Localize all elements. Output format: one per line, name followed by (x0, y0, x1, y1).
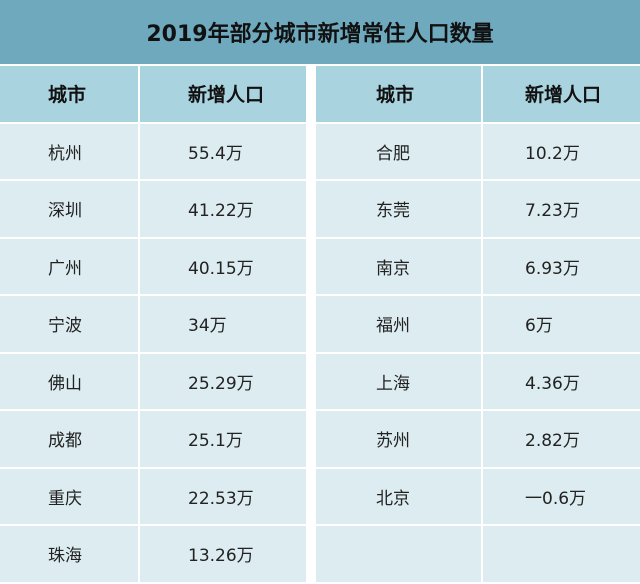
table-row: 广州 40.15万 (0, 238, 306, 296)
added-cell: 6.93万 (483, 238, 640, 296)
added-cell: 34万 (140, 296, 306, 354)
table-row: 珠海 13.26万 (0, 526, 306, 584)
added-cell: 40.15万 (140, 238, 306, 296)
city-cell: 北京 (316, 468, 483, 526)
added-cell: 4.36万 (483, 353, 640, 411)
header-city: 城市 (0, 66, 140, 124)
added-cell: 10.2万 (483, 123, 640, 181)
added-cell: 一0.6万 (483, 468, 640, 526)
table-row: 佛山 25.29万 (0, 353, 306, 411)
table-row: 成都 25.1万 (0, 411, 306, 469)
table-row: 东莞 7.23万 (316, 181, 640, 239)
added-cell: 55.4万 (140, 123, 306, 181)
city-cell: 深圳 (0, 181, 140, 239)
table-row: 南京 6.93万 (316, 238, 640, 296)
added-cell: 25.29万 (140, 353, 306, 411)
added-cell: 22.53万 (140, 468, 306, 526)
table-row: 福州 6万 (316, 296, 640, 354)
added-cell: 7.23万 (483, 181, 640, 239)
added-cell: 41.22万 (140, 181, 306, 239)
city-cell: 合肥 (316, 123, 483, 181)
right-table: 城市 新增人口 合肥 10.2万 东莞 7.23万 南京 6.93万 福州 6万… (316, 66, 640, 584)
header-added: 新增人口 (483, 66, 640, 124)
added-cell-empty (483, 526, 640, 584)
page-title: 2019年部分城市新增常住人口数量 (0, 0, 640, 64)
city-cell: 东莞 (316, 181, 483, 239)
header-city: 城市 (316, 66, 483, 124)
city-cell: 苏州 (316, 411, 483, 469)
city-cell-empty (316, 526, 483, 584)
added-cell: 6万 (483, 296, 640, 354)
table-row: 重庆 22.53万 (0, 468, 306, 526)
table-row-empty (316, 526, 640, 584)
table-row: 深圳 41.22万 (0, 181, 306, 239)
table-row: 苏州 2.82万 (316, 411, 640, 469)
city-cell: 佛山 (0, 353, 140, 411)
header-added: 新增人口 (140, 66, 306, 124)
city-cell: 杭州 (0, 123, 140, 181)
city-cell: 南京 (316, 238, 483, 296)
table-row: 杭州 55.4万 (0, 123, 306, 181)
table-header-row: 城市 新增人口 (0, 66, 306, 124)
left-table: 城市 新增人口 杭州 55.4万 深圳 41.22万 广州 40.15万 宁波 … (0, 66, 306, 584)
city-cell: 珠海 (0, 526, 140, 584)
city-cell: 上海 (316, 353, 483, 411)
table-header-row: 城市 新增人口 (316, 66, 640, 124)
added-cell: 2.82万 (483, 411, 640, 469)
city-cell: 广州 (0, 238, 140, 296)
added-cell: 13.26万 (140, 526, 306, 584)
column-divider (306, 64, 316, 584)
city-cell: 宁波 (0, 296, 140, 354)
table-row: 北京 一0.6万 (316, 468, 640, 526)
city-cell: 重庆 (0, 468, 140, 526)
city-cell: 成都 (0, 411, 140, 469)
table-row: 合肥 10.2万 (316, 123, 640, 181)
added-cell: 25.1万 (140, 411, 306, 469)
table-row: 上海 4.36万 (316, 353, 640, 411)
city-cell: 福州 (316, 296, 483, 354)
table-row: 宁波 34万 (0, 296, 306, 354)
